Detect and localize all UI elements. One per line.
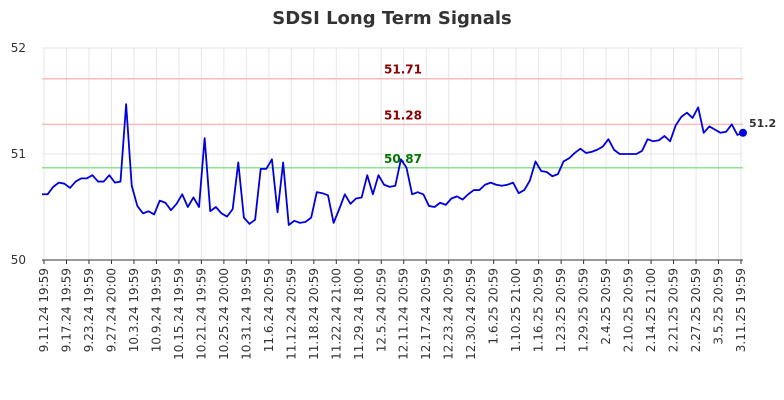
x-tick-label: 12.11.24 20:59 (397, 268, 411, 360)
x-tick-label: 12.5.24 20:59 (374, 268, 388, 352)
x-tick-label: 2.10.25 20:59 (622, 268, 636, 352)
x-tick-label: 12.30.24 20:59 (464, 268, 478, 360)
last-price-point (739, 128, 747, 137)
x-tick-label: 9.27.24 20:00 (104, 268, 118, 352)
x-tick-label: 11.12.24 20:59 (284, 268, 298, 360)
x-tick-label: 10.25.24 20:00 (217, 268, 231, 360)
x-tick-label: 1.6.25 20:59 (487, 268, 501, 345)
y-tick-label: 52 (11, 41, 26, 55)
x-tick-label: 1.16.25 20:59 (532, 268, 546, 352)
x-tick-label: 2.21.25 20:59 (667, 268, 681, 352)
x-tick-label: 3.11.25 19:59 (734, 268, 748, 352)
x-tick-label: 10.31.24 19:59 (239, 268, 253, 360)
x-tick-label: 9.23.24 19:59 (82, 268, 96, 352)
x-tick-label: 10.15.24 19:59 (172, 268, 186, 360)
x-tick-label: 10.21.24 19:59 (194, 268, 208, 360)
x-tick-label: 11.6.24 20:59 (262, 268, 276, 352)
x-tick-label: 3.5.25 20:59 (712, 268, 726, 345)
x-tick-label: 1.23.25 20:59 (554, 268, 568, 352)
x-tick-label: 10.3.24 19:59 (127, 268, 141, 352)
x-tick-label: 1.29.25 20:59 (577, 268, 591, 352)
x-tick-label: 2.4.25 20:59 (599, 268, 613, 345)
x-tick-label: 12.17.24 20:59 (419, 268, 433, 360)
x-tick-label: 1.10.25 21:00 (509, 268, 523, 352)
chart-title: SDSI Long Term Signals (272, 8, 512, 29)
signal-label: 51.71 (384, 63, 422, 77)
x-tick-label: 11.22.24 21:00 (329, 268, 343, 360)
price-series-line (42, 103, 744, 226)
x-tick-label: 9.11.24 19:59 (37, 268, 51, 352)
last-price-label: 51.2 (749, 117, 776, 130)
x-tick-label: 9.17.24 19:59 (59, 268, 73, 352)
y-tick-label: 50 (11, 253, 26, 267)
x-tick-label: 11.29.24 18:00 (352, 268, 366, 360)
y-tick-label: 51 (11, 147, 26, 161)
signal-label: 51.28 (384, 108, 422, 122)
x-tick-label: 2.27.25 20:59 (689, 268, 703, 352)
x-tick-label: 12.23.24 20:59 (442, 268, 456, 360)
x-tick-label: 10.9.24 19:59 (149, 268, 163, 352)
signal-label: 50.87 (384, 152, 422, 166)
x-tick-label: 11.18.24 20:59 (307, 268, 321, 360)
x-tick-label: 2.14.25 21:00 (644, 268, 658, 352)
